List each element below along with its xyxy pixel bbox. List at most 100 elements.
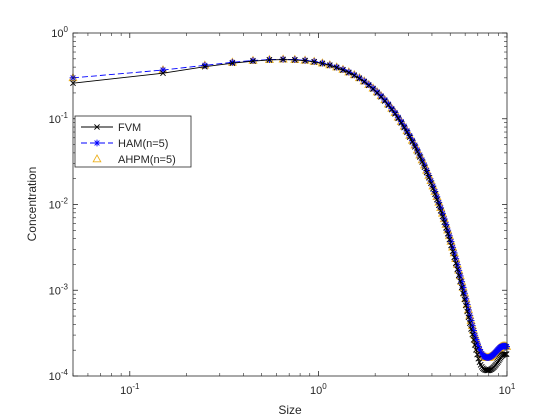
y-tick-label-4: 10-4: [49, 368, 69, 383]
series-1-point-32: [411, 141, 419, 149]
series-0-point-5: [266, 57, 273, 63]
series-0-point-26: [395, 115, 402, 122]
series-0-point-23: [385, 102, 392, 109]
series-1-point-17: [360, 77, 368, 85]
series-1-point-99: [503, 343, 510, 351]
series-0-point-52: [451, 254, 458, 261]
y-axis-label: Concentration: [25, 167, 39, 242]
legend-marker-0: [94, 124, 100, 130]
series-0-point-7: [291, 57, 298, 63]
series-1-point-63: [466, 311, 474, 319]
series-1-point-31: [408, 136, 416, 144]
legend-item-0: FVM: [81, 122, 141, 134]
series-1-point-41: [431, 188, 439, 195]
series-1-point-69: [473, 339, 481, 347]
series-0-point-10: [319, 60, 326, 67]
series-0-point-41: [432, 191, 438, 198]
series-1-point-33: [414, 146, 421, 154]
series-0-point-55: [455, 272, 462, 279]
series-1-point-19: [369, 84, 377, 92]
series-0-point-3: [229, 60, 236, 67]
series-0-point-54: [454, 266, 461, 273]
series-0-point-16: [356, 75, 363, 82]
series-0-point-40: [430, 185, 436, 192]
series-0-point-59: [461, 296, 468, 303]
series-0-point-51: [449, 248, 456, 255]
legend-marker-2: [92, 154, 102, 163]
series-0-point-25: [392, 110, 398, 117]
y-tick-label-1: 10-1: [49, 111, 69, 126]
series-1-point-44: [437, 204, 445, 212]
series-0-point-67: [471, 342, 478, 348]
series-0-point-49: [446, 236, 453, 243]
x-axis: 10-1 100 101: [72, 33, 516, 397]
series-0: [70, 56, 510, 374]
series-0-point-27: [398, 120, 405, 126]
legend: FVM HAM(n=5) AHPM(n=5): [74, 115, 192, 168]
series-1-point-39: [427, 177, 435, 185]
series-1-point-27: [397, 118, 405, 126]
series-1-point-42: [433, 193, 441, 201]
series-1-point-18: [365, 81, 373, 89]
series-0-point-42: [433, 196, 440, 203]
series-1-point-71: [476, 346, 483, 353]
series-0-point-18: [365, 82, 372, 89]
series-1-point-25: [391, 109, 399, 116]
series-0-point-46: [441, 219, 448, 226]
series-1-point-20: [373, 88, 381, 96]
series-1-point-29: [403, 127, 411, 135]
series-1-point-1: [159, 66, 167, 74]
series-0-point-53: [452, 260, 459, 267]
x-tick-label-0: 10-1: [120, 382, 140, 397]
series-0-point-29: [404, 129, 410, 136]
series-1-point-37: [423, 166, 431, 174]
series-1-point-60: [462, 295, 470, 303]
series-1-point-34: [416, 151, 424, 159]
series-0-point-65: [469, 331, 476, 338]
series-0-point-33: [414, 148, 421, 155]
series-0-point-70: [475, 355, 482, 362]
series-0-point-14: [345, 69, 352, 76]
series-0-point-30: [406, 134, 413, 141]
series-0-point-62: [465, 314, 472, 321]
series-0-point-6: [280, 56, 287, 63]
series-1-point-70: [474, 343, 482, 351]
series-0-point-44: [437, 207, 444, 214]
series-1-point-36: [421, 161, 428, 169]
series-0-point-66: [470, 336, 477, 343]
series-0-point-96: [501, 351, 508, 358]
series-0-point-99: [503, 351, 510, 358]
series-1-point-47: [442, 221, 450, 228]
series-1-point-23: [384, 100, 392, 108]
series-0-point-38: [425, 174, 432, 181]
series-0-point-11: [326, 62, 333, 69]
series-0-point-13: [340, 67, 346, 73]
series-1-point-64: [467, 317, 475, 324]
series-0-point-39: [427, 180, 434, 187]
series-0-point-36: [421, 164, 428, 171]
series-0-point-31: [409, 138, 416, 145]
series-0-point-17: [361, 78, 368, 85]
series-0-point-47: [443, 224, 449, 231]
series-0-point-12: [333, 64, 340, 71]
legend-marker-1: [93, 139, 101, 147]
series-1-point-67: [471, 331, 479, 339]
series-1-point-3: [228, 58, 236, 66]
series-layer: [68, 54, 512, 374]
series-0-point-1: [160, 70, 166, 77]
x-axis-label: Size: [278, 403, 302, 417]
series-0-point-69: [474, 351, 481, 358]
series-1-point-59: [461, 289, 468, 297]
series-1-point-57: [458, 278, 466, 286]
series-0-point-35: [419, 159, 426, 165]
series-0-point-43: [435, 202, 442, 209]
series-0-point-64: [468, 326, 474, 332]
y-tick-label-0: 100: [51, 25, 68, 40]
series-1-point-68: [472, 336, 480, 343]
series-0-point-58: [460, 290, 467, 297]
series-1-point-43: [435, 198, 443, 206]
series-1-point-30: [406, 132, 414, 139]
series-1-point-56: [456, 272, 464, 280]
series-0-point-9: [311, 59, 318, 65]
